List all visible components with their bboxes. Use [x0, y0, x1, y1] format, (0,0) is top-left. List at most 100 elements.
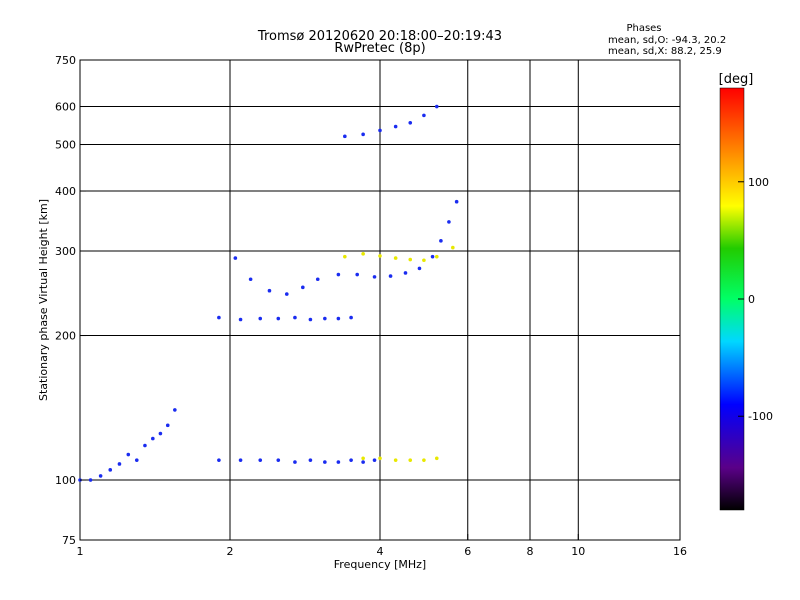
point-s4-6 [434, 254, 439, 259]
point-s4-4 [408, 257, 413, 262]
point-s2-7 [143, 443, 147, 448]
point-s6-4 [408, 120, 413, 125]
point-s3-8 [372, 275, 377, 279]
point-s4-3 [393, 256, 398, 260]
point-s2-10 [165, 423, 170, 428]
point-s5-4 [293, 315, 297, 320]
point-s1-5 [434, 456, 439, 461]
point-s5-1 [238, 317, 243, 322]
point-s0-4 [293, 460, 297, 464]
point-s4-5 [422, 258, 426, 263]
point-s1-4 [422, 458, 426, 462]
chart-title: Tromsø 20120620 20:18:00–20:19:43 [257, 29, 502, 44]
point-s6-0 [343, 134, 347, 139]
point-s0-0 [217, 458, 221, 462]
y-axis-label: Stationary phase Virtual Height [km] [37, 199, 50, 401]
point-s3-14 [447, 220, 451, 224]
point-s0-10 [372, 458, 377, 462]
point-s6-2 [378, 128, 382, 133]
point-s1-1 [378, 456, 382, 461]
y-tick-label-3: 300 [55, 245, 76, 258]
point-s4-2 [378, 254, 382, 258]
point-s6-3 [393, 124, 398, 129]
point-s4-0 [343, 254, 347, 259]
stats-heading: Phases [626, 23, 661, 34]
point-s3-4 [301, 285, 305, 290]
point-s3-13 [439, 239, 443, 243]
point-s3-7 [355, 272, 359, 277]
point-s2-3 [108, 468, 113, 472]
point-s4-7 [451, 245, 455, 250]
point-s0-9 [361, 460, 365, 464]
point-s2-8 [151, 436, 155, 441]
point-s6-1 [361, 132, 365, 137]
colorbar-tick-label-0: -100 [748, 410, 773, 423]
point-s3-10 [403, 271, 408, 275]
x-tick-label-2: 4 [377, 545, 384, 558]
point-s2-2 [98, 474, 103, 478]
point-s0-6 [323, 460, 327, 464]
y-tick-label-4: 400 [55, 185, 76, 198]
point-s0-8 [349, 458, 353, 462]
x-tick-label-0: 1 [77, 545, 84, 558]
point-s2-6 [134, 458, 139, 462]
y-tick-label-2: 200 [55, 330, 76, 343]
grid [80, 60, 680, 540]
stats-line-o: mean, sd,O: -94.3, 20.2 [608, 35, 726, 46]
point-s5-6 [323, 316, 327, 321]
point-s2-9 [158, 431, 163, 436]
point-s3-11 [417, 266, 422, 271]
point-s5-7 [336, 316, 341, 321]
point-s5-2 [258, 316, 263, 321]
point-s0-5 [308, 458, 313, 462]
point-s3-6 [336, 272, 341, 277]
point-s3-3 [284, 292, 289, 296]
point-s1-3 [408, 458, 413, 462]
point-s5-0 [217, 315, 221, 320]
point-s3-5 [315, 277, 320, 282]
point-s3-9 [388, 274, 393, 278]
point-s3-1 [248, 277, 253, 282]
y-tick-label-6: 600 [55, 101, 76, 114]
data-points [78, 104, 459, 482]
point-s2-5 [126, 452, 131, 457]
x-tick-label-4: 8 [527, 545, 534, 558]
point-s3-2 [267, 288, 272, 293]
point-s2-1 [88, 478, 93, 482]
point-s5-5 [308, 317, 313, 322]
point-s2-4 [117, 462, 122, 466]
y-tick-label-5: 500 [55, 139, 76, 152]
y-tick-label-7: 750 [55, 54, 76, 67]
x-tick-label-1: 2 [227, 545, 234, 558]
point-s0-7 [336, 460, 341, 464]
point-s1-2 [393, 458, 398, 462]
point-s3-15 [454, 199, 459, 204]
colorbar-label: [deg] [719, 72, 754, 87]
colorbar-tick-label-1: 0 [748, 293, 755, 306]
colorbar-ticks: -100 0 100 [738, 176, 773, 423]
colorbar-tick-label-2: 100 [748, 176, 769, 189]
x-tick-label-3: 6 [464, 545, 471, 558]
point-s1-0 [361, 456, 365, 461]
y-tick-label-1: 100 [55, 474, 76, 487]
x-tick-label-5: 10 [571, 545, 585, 558]
point-s2-11 [173, 408, 177, 412]
point-s0-2 [258, 458, 263, 462]
point-s0-1 [238, 458, 243, 462]
y-tick-label-0: 75 [62, 534, 76, 547]
point-s3-12 [430, 254, 435, 259]
point-s4-1 [361, 252, 365, 256]
x-tick-label-6: 16 [673, 545, 687, 558]
point-s5-3 [276, 316, 281, 321]
point-s6-6 [434, 104, 439, 109]
point-s0-3 [276, 458, 281, 462]
chart-subtitle: RwPretec (8p) [334, 41, 425, 56]
point-s6-5 [422, 113, 426, 118]
y-axis: 75 100 200 300 400 500 600 750 [55, 54, 86, 547]
point-s3-0 [233, 256, 238, 260]
point-s5-8 [349, 315, 353, 320]
x-axis-label: Frequency [MHz] [334, 558, 426, 571]
stats-line-x: mean, sd,X: 88.2, 25.9 [608, 46, 722, 57]
x-axis: 1 2 4 6 8 10 16 [77, 534, 687, 558]
